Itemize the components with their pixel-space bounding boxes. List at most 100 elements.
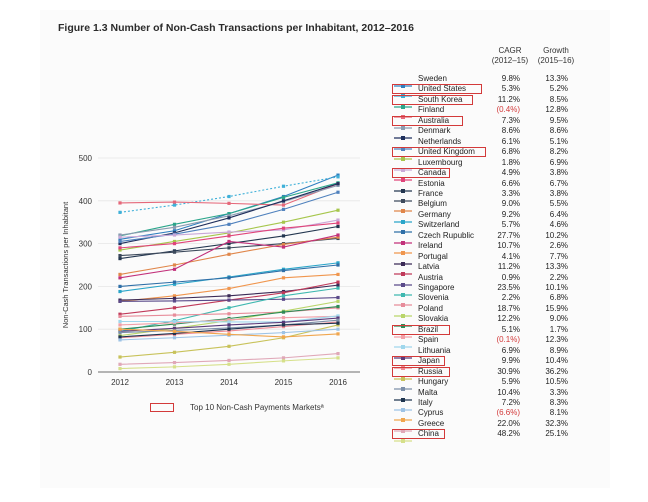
data-point-greece: [336, 351, 340, 356]
growth-header-line1: Growth: [543, 46, 569, 55]
data-point-austria: [227, 298, 231, 302]
cagr-value: 11.2%: [497, 94, 520, 104]
top10-highlight-box: [392, 356, 445, 367]
data-point-switzerland: [172, 280, 177, 284]
legend-label-spain: Spain: [418, 335, 439, 345]
y-tick-label: 300: [79, 240, 93, 249]
legend-marker-singapore: [394, 285, 412, 297]
legend-marker-brazil: [394, 327, 412, 339]
cagr-value: 48.2%: [497, 429, 520, 439]
legend-marker-austria: [394, 275, 412, 287]
growth-value: 4.6%: [549, 220, 568, 230]
data-point-united-states: [281, 184, 286, 188]
cagr-value: 23.5%: [497, 283, 520, 292]
data-point-australia: [227, 214, 231, 218]
legend-label-sweden: Sweden: [418, 74, 447, 83]
growth-value: 13.3%: [545, 74, 568, 83]
data-point-slovakia: [281, 310, 286, 314]
data-point-south-korea: [227, 212, 231, 216]
data-point-denmark: [227, 216, 231, 220]
growth-value: 2.6%: [549, 241, 568, 251]
data-point-china: [281, 359, 286, 363]
data-point-cyprus: [227, 332, 231, 336]
legend-marker-lithuania: [394, 348, 412, 360]
data-point-united-kingdom: [336, 208, 340, 212]
data-point-china: [118, 366, 122, 371]
data-point-luxembourg: [281, 228, 286, 232]
growth-value: 10.4%: [545, 356, 568, 366]
growth-value: 8.1%: [549, 408, 568, 418]
legend-marker-france: [394, 191, 412, 203]
data-point-spain: [172, 319, 177, 324]
data-point-germany: [118, 289, 122, 294]
cagr-value: (6.6%): [496, 408, 520, 418]
data-point-czech-rupublic: [336, 233, 340, 237]
legend-label-netherlands: Netherlands: [418, 136, 462, 146]
series-line-united-states: [119, 176, 339, 213]
data-point-portugal: [227, 294, 231, 298]
cagr-header-line1: CAGR: [498, 46, 522, 55]
data-point-lithuania: [281, 320, 286, 324]
x-tick-label: 2016: [329, 378, 347, 387]
legend-label-malta: Malta: [418, 387, 438, 397]
data-point-estonia: [281, 234, 286, 238]
data-point-germany: [336, 261, 340, 265]
data-point-south-korea: [281, 195, 286, 199]
legend-label-south-korea: South Korea: [418, 94, 463, 104]
cagr-value: 6.1%: [501, 136, 520, 146]
growth-value: 12.8%: [545, 105, 568, 115]
figure-card: [40, 10, 610, 488]
data-point-portugal: [336, 283, 340, 287]
growth-value: 36.2%: [545, 366, 568, 376]
data-point-italy: [172, 336, 177, 340]
legend-label-united-states: United States: [418, 84, 467, 94]
data-point-finland: [281, 203, 286, 207]
data-point-estonia: [336, 224, 340, 229]
growth-value: 5.2%: [549, 84, 568, 94]
cagr-value: (0.1%): [496, 335, 520, 345]
cagr-value: 22.0%: [497, 418, 520, 428]
cagr-value: 5.7%: [501, 220, 520, 230]
data-point-denmark: [118, 242, 122, 246]
data-point-canada: [336, 221, 340, 225]
data-point-malta: [227, 327, 231, 331]
cagr-value: 10.4%: [497, 387, 520, 397]
cagr-value: 5.9%: [501, 377, 520, 387]
data-point-estonia: [227, 242, 231, 246]
data-point-netherlands: [336, 190, 340, 194]
legend-marker-hungary: [394, 379, 412, 392]
legend-label-slovakia: Slovakia: [418, 314, 449, 324]
legend-label-greece: Greece: [418, 418, 445, 428]
data-point-slovenia: [118, 314, 122, 318]
data-point-italy: [118, 338, 122, 342]
cagr-value: 3.3%: [501, 188, 520, 198]
data-point-malta: [172, 331, 177, 336]
legend-label-brazil: Brazil: [418, 324, 439, 334]
data-point-austria: [118, 299, 122, 303]
data-point-south-korea: [172, 222, 177, 226]
data-point-canada: [281, 226, 286, 230]
growth-value: 8.2%: [549, 147, 568, 157]
legend-label-australia: Australia: [418, 115, 450, 125]
cagr-value: 2.2%: [501, 293, 520, 303]
data-point-malta: [336, 321, 340, 325]
data-point-singapore: [227, 306, 231, 310]
growth-value: 5.5%: [549, 199, 568, 209]
data-point-united-states: [227, 194, 231, 199]
legend-marker-czech-rupublic: [394, 233, 412, 245]
growth-value: 3.8%: [549, 188, 568, 198]
top10-highlight-box: [392, 147, 487, 158]
growth-value: 10.5%: [545, 377, 568, 387]
data-point-latvia: [172, 306, 177, 310]
growth-value: 13.3%: [545, 262, 568, 272]
data-point-denmark: [281, 199, 286, 203]
data-point-greece: [227, 358, 231, 363]
data-point-austria: [336, 295, 340, 300]
cagr-value: 9.2%: [501, 209, 520, 219]
y-tick-label: 500: [79, 154, 93, 163]
growth-column-header: Growth (2015–16): [528, 46, 584, 66]
data-point-greece: [172, 360, 177, 365]
data-point-russia: [118, 355, 122, 359]
cagr-value: 7.2%: [501, 397, 520, 407]
data-point-luxembourg: [172, 233, 177, 237]
